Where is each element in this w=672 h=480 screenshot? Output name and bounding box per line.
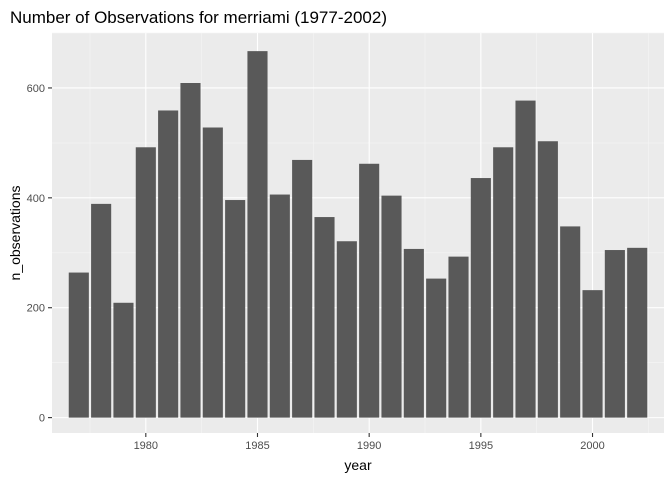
bar-1993 [426, 278, 447, 418]
bar-1991 [381, 195, 402, 418]
bar-1990 [359, 163, 380, 418]
bar-1979 [113, 302, 134, 418]
y-axis-ticks: 0 200 400 600 [27, 83, 52, 425]
bar-1992 [403, 248, 424, 418]
bar-2000 [582, 290, 603, 418]
bar-1994 [448, 256, 469, 418]
bar-1989 [336, 241, 357, 418]
x-tick-label: 1995 [469, 440, 493, 452]
bar-2002 [627, 247, 648, 418]
y-tick-label: 200 [27, 303, 45, 315]
x-axis-title: year [344, 457, 372, 473]
y-tick-label: 400 [27, 193, 45, 205]
chart-title: Number of Observations for merriami (197… [10, 8, 387, 27]
bar-1980 [135, 147, 156, 418]
bar-1996 [493, 147, 514, 418]
x-tick-label: 2000 [580, 440, 604, 452]
x-tick-label: 1990 [357, 440, 381, 452]
bar-1981 [158, 110, 179, 418]
bar-1997 [515, 100, 536, 418]
bar-1998 [537, 141, 558, 418]
y-tick-label: 0 [39, 413, 45, 425]
bar-1999 [560, 226, 581, 418]
bar-1983 [202, 127, 223, 418]
x-axis-ticks: 1980 1985 1990 1995 2000 [134, 433, 605, 452]
bar-1977 [68, 272, 89, 418]
y-tick-label: 600 [27, 83, 45, 95]
bars [68, 51, 648, 418]
y-axis-title: n_observations [7, 186, 23, 281]
bar-1995 [470, 178, 491, 418]
bar-2001 [604, 250, 625, 418]
x-tick-label: 1980 [134, 440, 158, 452]
bar-1987 [292, 159, 313, 418]
bar-1985 [247, 51, 268, 418]
bar-1978 [91, 203, 112, 418]
bar-1986 [269, 194, 290, 418]
bar-1982 [180, 83, 201, 418]
bar-1984 [225, 200, 246, 418]
bar-1988 [314, 217, 335, 418]
x-tick-label: 1985 [245, 440, 269, 452]
